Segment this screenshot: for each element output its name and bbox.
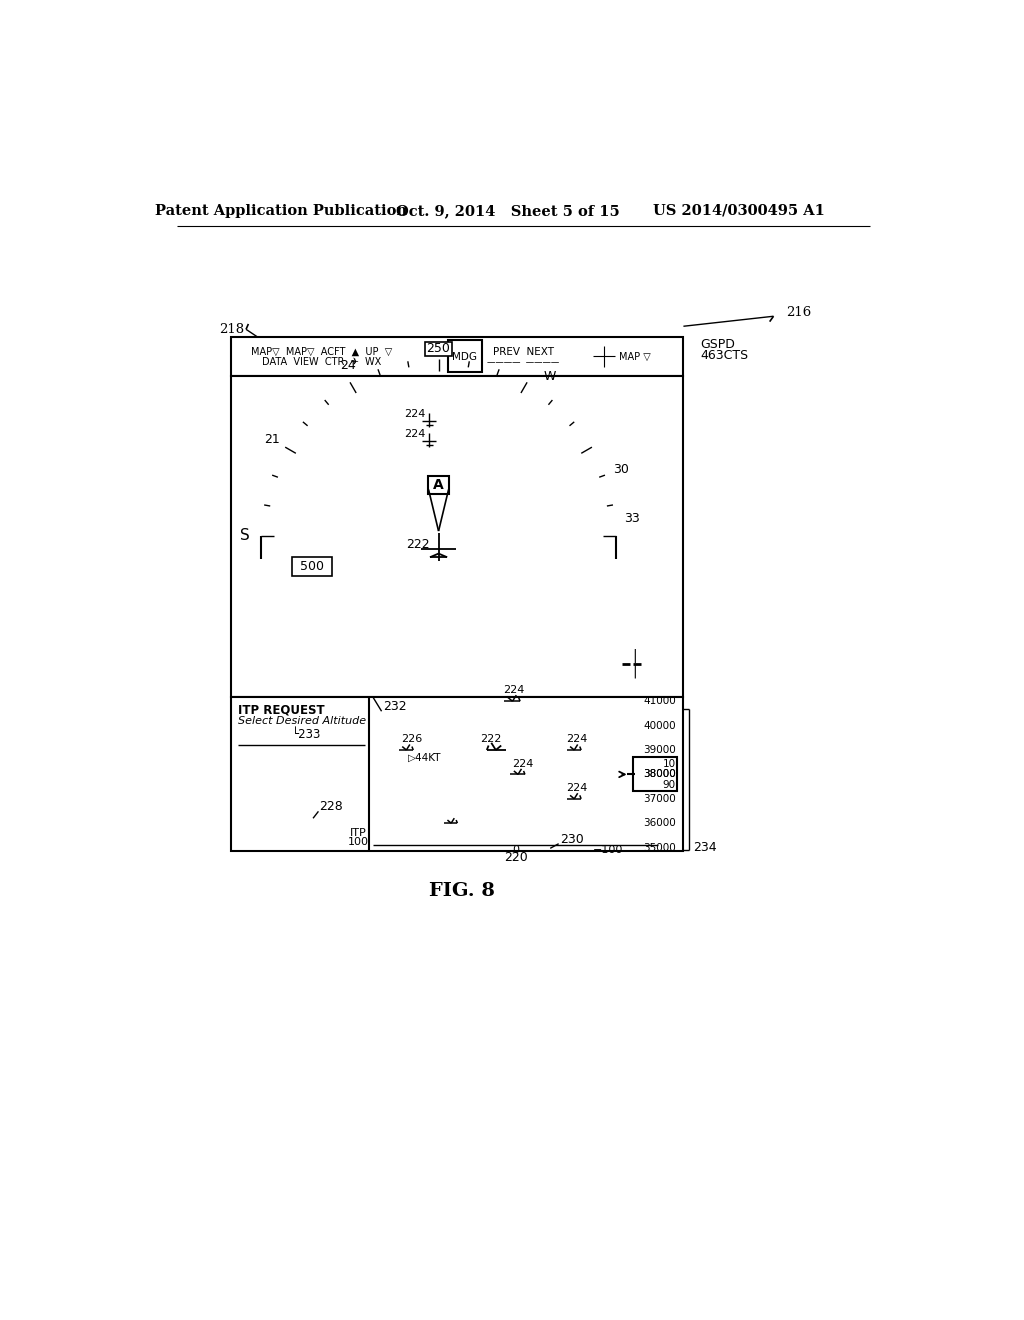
Bar — [447, 341, 481, 372]
Text: 224: 224 — [403, 409, 425, 418]
Text: |: | — [633, 648, 637, 663]
Text: W: W — [544, 370, 556, 383]
Text: 222: 222 — [407, 539, 430, 552]
Text: 226: 226 — [401, 734, 422, 744]
Text: Oct. 9, 2014   Sheet 5 of 15: Oct. 9, 2014 Sheet 5 of 15 — [396, 203, 620, 218]
Text: 38000: 38000 — [643, 770, 676, 779]
Bar — [230, 337, 683, 376]
Text: 216: 216 — [786, 306, 812, 319]
Text: 224: 224 — [566, 734, 588, 744]
Text: 222: 222 — [480, 734, 502, 744]
Bar — [633, 758, 677, 792]
Text: Patent Application Publication: Patent Application Publication — [155, 203, 407, 218]
Text: 41000: 41000 — [643, 696, 676, 706]
Text: 228: 228 — [319, 800, 343, 813]
Text: 35000: 35000 — [643, 842, 676, 853]
Text: 500: 500 — [300, 560, 325, 573]
Text: A: A — [433, 478, 444, 492]
Text: ITP: ITP — [350, 828, 367, 838]
Text: 250: 250 — [427, 342, 451, 355]
Bar — [230, 697, 683, 851]
Text: 100: 100 — [348, 837, 369, 847]
Text: 36000: 36000 — [643, 818, 676, 828]
Bar — [425, 342, 453, 355]
Text: 224: 224 — [566, 783, 588, 793]
Text: 224: 224 — [504, 685, 524, 696]
Text: GSPD: GSPD — [700, 338, 735, 351]
Text: |: | — [633, 664, 637, 678]
Text: MDG: MDG — [453, 352, 477, 362]
Text: PREV  NEXT: PREV NEXT — [493, 347, 554, 356]
Text: US 2014/0300495 A1: US 2014/0300495 A1 — [653, 203, 824, 218]
Text: 24: 24 — [340, 359, 356, 372]
Circle shape — [593, 346, 614, 367]
Text: 0: 0 — [512, 845, 519, 855]
Bar — [292, 557, 333, 576]
Bar — [428, 475, 450, 494]
Text: MAP ▽: MAP ▽ — [620, 352, 651, 362]
Text: DATA  VIEW  CTR  ✈  WX: DATA VIEW CTR ✈ WX — [262, 358, 381, 367]
Circle shape — [346, 444, 531, 628]
Text: 230: 230 — [560, 833, 584, 846]
Text: 220: 220 — [504, 851, 527, 865]
Text: 33: 33 — [624, 512, 640, 525]
Text: FIG. 8: FIG. 8 — [429, 883, 495, 900]
Text: 90: 90 — [663, 780, 676, 791]
Text: 232: 232 — [383, 700, 407, 713]
Text: 30: 30 — [613, 463, 629, 475]
Text: 37000: 37000 — [643, 793, 676, 804]
Text: 218: 218 — [219, 323, 245, 335]
Text: ————  ————: ———— ———— — [487, 358, 559, 367]
Text: 224: 224 — [403, 429, 425, 440]
Text: MAP▽  MAP▽  ACFT  ▲  UP  ▽: MAP▽ MAP▽ ACFT ▲ UP ▽ — [251, 347, 392, 356]
Text: −100: −100 — [593, 845, 624, 855]
Text: 10: 10 — [663, 759, 676, 768]
Text: ▷44KT: ▷44KT — [408, 752, 441, 763]
Text: 21: 21 — [264, 433, 280, 446]
Text: └233: └233 — [292, 727, 322, 741]
Text: Select Desired Altitude: Select Desired Altitude — [239, 715, 367, 726]
Text: 224: 224 — [513, 759, 534, 768]
Text: 463CTS: 463CTS — [700, 348, 749, 362]
Text: S: S — [240, 528, 250, 544]
Text: ITP REQUEST: ITP REQUEST — [239, 704, 325, 717]
Text: 39000: 39000 — [643, 744, 676, 755]
Bar — [230, 376, 683, 697]
Text: 234: 234 — [692, 841, 716, 854]
Text: 40000: 40000 — [643, 721, 676, 731]
Text: 38000: 38000 — [643, 770, 676, 779]
